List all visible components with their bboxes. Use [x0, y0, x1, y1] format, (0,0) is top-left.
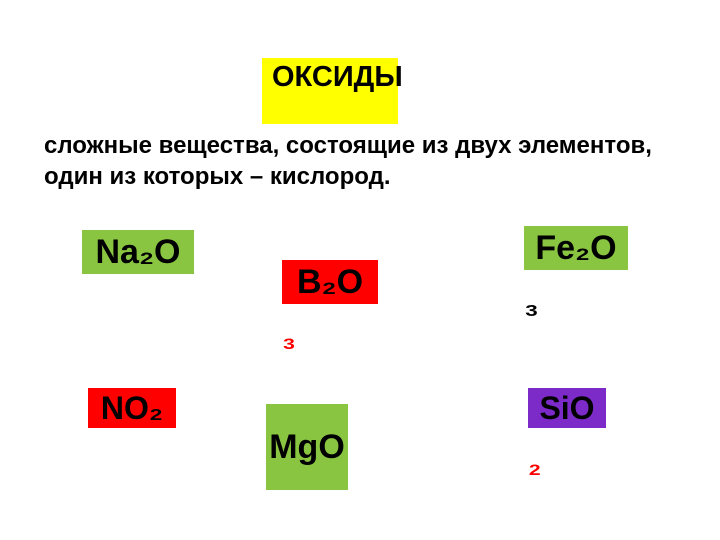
definition-line2: один из которых – кислород. [44, 163, 391, 190]
formula-b2o: B₂O [282, 260, 378, 304]
formula-fe2o-sub: ₃ [524, 286, 539, 323]
definition-line1: сложные вещества, состоящие из двух элем… [44, 132, 652, 159]
title-box: ОКСИДЫ [262, 58, 398, 124]
formula-b2o-sub: ₃ [282, 322, 296, 356]
formula-sio: SiO [528, 388, 606, 428]
formula-no2: NO₂ [88, 388, 176, 428]
definition-text: сложные вещества, состоящие из двух элем… [44, 130, 652, 192]
formula-mgo: MgO [266, 404, 348, 490]
formula-fe2o: Fe₂O [524, 226, 628, 270]
formula-sio-sub: ₂ [528, 448, 541, 482]
formula-na2o: Na₂O [82, 230, 194, 274]
